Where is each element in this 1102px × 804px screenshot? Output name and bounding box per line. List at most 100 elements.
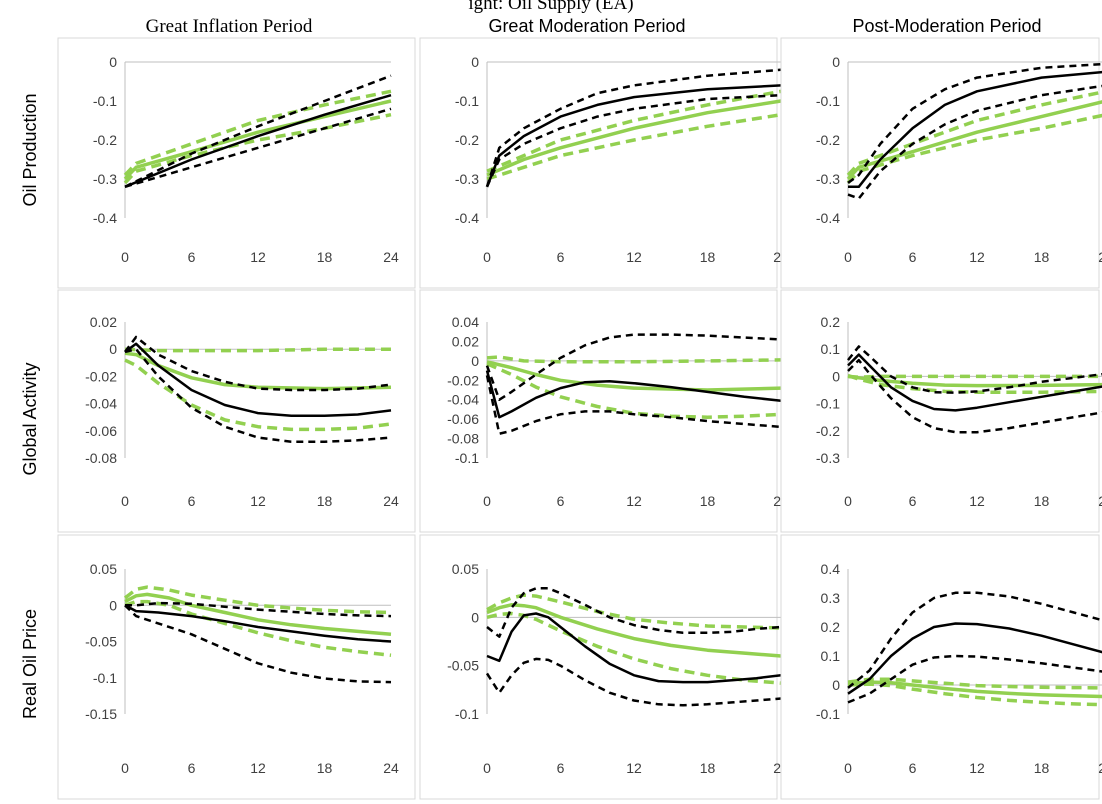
x-tick-label: 0 <box>121 249 129 265</box>
black-solid-series-line <box>848 70 1102 189</box>
x-tick-label: 24 <box>1098 760 1102 776</box>
black-dashed-series-line <box>124 74 392 188</box>
column-title-post-moderation: Post-Moderation Period <box>852 16 1041 36</box>
black-dashed-series-line <box>847 358 1102 434</box>
panel-frame <box>780 534 1100 800</box>
black-dashed-series-line <box>847 345 1102 394</box>
x-tick-label: 24 <box>383 493 399 509</box>
y-tick-label: -0.08 <box>85 450 117 466</box>
y-tick-label: 0.3 <box>821 590 841 606</box>
row-label-real-oil-price: Real Oil Price <box>20 609 40 719</box>
x-tick-label: 12 <box>626 493 642 509</box>
panel-real-oil-price-great-moderation-period: 0.050-0.05-0.106121824 <box>419 534 789 800</box>
green-dashed-series-line <box>847 682 1102 707</box>
x-tick-label: 6 <box>909 493 917 509</box>
y-tick-label: -0.1 <box>93 670 117 686</box>
x-tick-label: 18 <box>700 760 716 776</box>
x-tick-label: 18 <box>700 249 716 265</box>
green-solid-series-line <box>846 100 1102 181</box>
panel-global-activity-post-moderation-period: 0.2 0.1 0 -0.1 -0.2 -0.3 0 6 12 18 24 <box>780 289 1102 533</box>
panel-frame <box>57 37 416 289</box>
x-tick-label: 18 <box>317 760 333 776</box>
panel-real-oil-price-post-moderation-period: 0.4 0.3 0.2 0.1 0 -0.1 0 6 12 18 24 <box>780 534 1102 800</box>
y-tick-label: -0.1 <box>816 706 840 722</box>
y-tick-label: 0.2 <box>821 314 841 330</box>
x-tick-label: 18 <box>1034 760 1050 776</box>
panel-frame <box>780 37 1100 289</box>
x-tick-label: 0 <box>844 493 852 509</box>
y-tick-label: -0.1 <box>93 93 117 109</box>
y-tick-label: -0.06 <box>447 411 479 427</box>
x-tick-label: 18 <box>317 493 333 509</box>
panel-oil-production-post-moderation-period: 0 -0.1 -0.2 -0.3 -0.4 0 6 12 18 24 <box>780 37 1102 289</box>
x-tick-label: 12 <box>250 493 266 509</box>
green-dashed-series-line <box>486 89 782 173</box>
row-label-global-activity: Global Activity <box>20 362 40 475</box>
x-tick-label: 24 <box>383 249 399 265</box>
black-solid-series-line <box>124 604 392 643</box>
y-tick-label: -0.2 <box>816 423 840 439</box>
black-solid-series-line <box>124 94 392 188</box>
y-tick-label: -0.1 <box>455 450 479 466</box>
y-tick-label: -0.3 <box>816 171 840 187</box>
panel-global-activity-great-inflation-period: 0.02 0 -0.02 -0.04 -0.06 -0.08 0 6 12 18 24 <box>57 289 416 533</box>
green-dashed-series-line <box>123 89 392 177</box>
green-solid-series-line <box>486 603 782 658</box>
x-tick-label: 24 <box>1098 249 1102 265</box>
black-solid-series-line <box>124 342 392 418</box>
y-tick-label: -0.1 <box>455 93 479 109</box>
y-tick-label: 0.04 <box>452 314 479 330</box>
green-solid-series-line <box>123 99 392 181</box>
x-tick-label: 0 <box>483 493 491 509</box>
y-tick-label: 0.05 <box>452 561 479 577</box>
green-dashed-series-line <box>486 355 782 364</box>
black-dashed-series-line <box>485 68 782 188</box>
panel-frame <box>57 289 416 533</box>
green-solid-series-line <box>847 680 1102 699</box>
x-tick-label: 0 <box>483 249 491 265</box>
y-tick-label: -0.15 <box>85 706 117 722</box>
panel-frame <box>780 289 1100 533</box>
y-tick-label: -0.04 <box>447 392 479 408</box>
black-dashed-series-line <box>485 375 782 435</box>
y-tick-label: 0.4 <box>821 561 841 577</box>
x-tick-label: 18 <box>1034 249 1050 265</box>
x-tick-label: 0 <box>844 760 852 776</box>
x-tick-label: 6 <box>557 760 565 776</box>
y-tick-label: -0.3 <box>455 171 479 187</box>
green-dashed-series-line <box>124 599 392 658</box>
y-tick-label: -0.1 <box>816 93 840 109</box>
y-tick-label: 0 <box>109 54 117 70</box>
y-tick-label: -0.3 <box>816 450 840 466</box>
y-tick-label: 0.1 <box>821 648 841 664</box>
black-dashed-series-line <box>123 335 392 392</box>
y-tick-label: -0.1 <box>816 396 840 412</box>
y-tick-label: -0.4 <box>455 210 479 226</box>
y-tick-label: -0.4 <box>93 210 117 226</box>
x-tick-label: 6 <box>557 493 565 509</box>
x-tick-label: 12 <box>626 249 642 265</box>
black-dashed-series-line <box>124 107 392 188</box>
black-solid-series-line <box>486 612 782 684</box>
green-dashed-series-line <box>486 112 782 181</box>
y-tick-label: 0 <box>471 609 479 625</box>
y-tick-label: 0.05 <box>90 561 117 577</box>
black-dashed-series-line <box>124 604 392 684</box>
y-tick-label: -0.1 <box>455 706 479 722</box>
green-dashed-series-line <box>124 358 392 432</box>
panel-global-activity-great-moderation-period: 0.040.020-0.02-0.04-0.06-0.08-0.10612182… <box>419 289 789 533</box>
y-tick-label: -0.06 <box>85 423 117 439</box>
y-tick-label: -0.02 <box>447 372 479 388</box>
green-dashed-series-line <box>123 585 392 615</box>
black-solid-series-line <box>847 353 1102 412</box>
green-dashed-series-line <box>124 347 391 353</box>
y-tick-label: -0.2 <box>816 132 840 148</box>
green-dashed-series-line <box>486 362 782 419</box>
y-tick-label: 0 <box>109 597 117 613</box>
y-tick-label: -0.02 <box>85 368 117 384</box>
y-tick-label: 0.2 <box>821 619 841 635</box>
green-solid-series-line <box>124 592 392 637</box>
column-title-great-inflation: Great Inflation Period <box>146 16 313 37</box>
x-tick-label: 6 <box>909 760 917 776</box>
